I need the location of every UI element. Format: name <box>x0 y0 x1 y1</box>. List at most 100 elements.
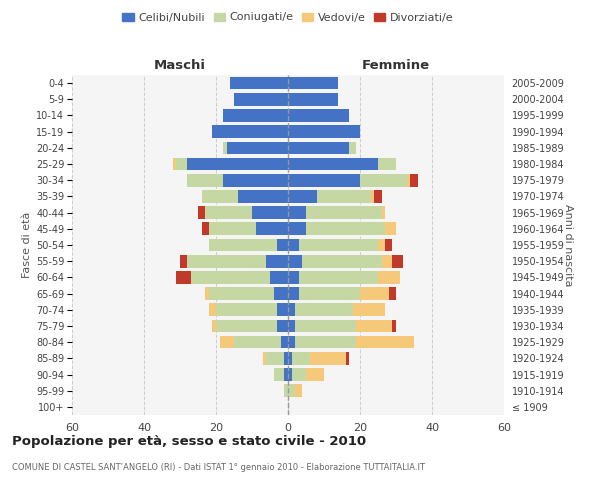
Bar <box>209 288 274 300</box>
Bar <box>389 288 396 300</box>
Bar <box>256 222 288 235</box>
Bar <box>407 174 410 186</box>
Y-axis label: Anni di nascita: Anni di nascita <box>563 204 573 286</box>
Text: Femmine: Femmine <box>362 59 430 72</box>
Bar <box>378 238 385 252</box>
Bar <box>266 255 288 268</box>
Bar <box>382 206 385 219</box>
Bar <box>202 190 238 202</box>
Bar <box>288 336 295 348</box>
Bar <box>288 288 299 300</box>
Bar <box>187 158 288 170</box>
Bar <box>263 352 266 364</box>
Bar <box>299 288 360 300</box>
Bar <box>288 352 292 364</box>
Bar <box>209 222 256 235</box>
Bar <box>284 384 288 397</box>
Y-axis label: Fasce di età: Fasce di età <box>22 212 32 278</box>
Bar <box>227 142 288 154</box>
Bar <box>288 158 378 170</box>
Bar <box>299 271 378 283</box>
Bar <box>277 320 288 332</box>
Bar <box>187 255 266 268</box>
Bar <box>295 320 356 332</box>
Bar <box>205 206 252 219</box>
Bar <box>288 368 292 381</box>
Bar <box>292 352 310 364</box>
Bar <box>220 336 234 348</box>
Bar <box>302 255 382 268</box>
Bar <box>288 77 338 90</box>
Bar <box>274 368 284 381</box>
Bar <box>288 255 302 268</box>
Bar <box>295 304 353 316</box>
Bar <box>317 190 371 202</box>
Bar <box>230 77 288 90</box>
Bar <box>288 304 295 316</box>
Bar <box>378 158 396 170</box>
Bar <box>266 352 284 364</box>
Bar <box>234 93 288 106</box>
Bar <box>306 368 324 381</box>
Bar <box>371 190 374 202</box>
Bar <box>176 271 191 283</box>
Bar <box>187 174 223 186</box>
Bar <box>306 222 385 235</box>
Bar <box>252 206 288 219</box>
Bar <box>216 304 277 316</box>
Bar <box>288 384 295 397</box>
Text: COMUNE DI CASTEL SANT’ANGELO (RI) - Dati ISTAT 1° gennaio 2010 - Elaborazione TU: COMUNE DI CASTEL SANT’ANGELO (RI) - Dati… <box>12 464 425 472</box>
Bar <box>378 271 400 283</box>
Bar <box>180 255 187 268</box>
Bar <box>353 304 385 316</box>
Bar <box>288 142 349 154</box>
Bar <box>277 238 288 252</box>
Bar <box>209 304 216 316</box>
Bar <box>288 174 360 186</box>
Legend: Celibi/Nubili, Coniugati/e, Vedovi/e, Divorziati/e: Celibi/Nubili, Coniugati/e, Vedovi/e, Di… <box>118 8 458 27</box>
Bar <box>349 142 356 154</box>
Bar <box>284 352 288 364</box>
Bar <box>205 288 209 300</box>
Bar <box>295 336 356 348</box>
Bar <box>223 109 288 122</box>
Bar <box>191 271 270 283</box>
Bar <box>288 93 338 106</box>
Bar <box>173 158 176 170</box>
Bar <box>234 336 281 348</box>
Bar <box>288 190 317 202</box>
Bar <box>288 126 360 138</box>
Bar <box>223 174 288 186</box>
Bar <box>288 271 299 283</box>
Bar <box>392 320 396 332</box>
Text: Maschi: Maschi <box>154 59 206 72</box>
Bar <box>223 142 227 154</box>
Text: Popolazione per età, sesso e stato civile - 2010: Popolazione per età, sesso e stato civil… <box>12 434 366 448</box>
Bar <box>238 190 288 202</box>
Bar <box>360 288 389 300</box>
Bar <box>288 206 306 219</box>
Bar <box>284 368 288 381</box>
Bar <box>346 352 349 364</box>
Bar <box>288 238 299 252</box>
Bar <box>216 320 277 332</box>
Bar <box>306 206 382 219</box>
Bar <box>209 238 277 252</box>
Bar <box>295 384 302 397</box>
Bar <box>274 288 288 300</box>
Bar <box>202 222 209 235</box>
Bar <box>288 109 349 122</box>
Bar <box>292 368 306 381</box>
Bar <box>288 320 295 332</box>
Bar <box>356 320 392 332</box>
Bar <box>382 255 392 268</box>
Bar <box>288 222 306 235</box>
Bar <box>270 271 288 283</box>
Bar <box>374 190 382 202</box>
Bar <box>310 352 346 364</box>
Bar <box>176 158 187 170</box>
Bar <box>385 238 392 252</box>
Bar <box>277 304 288 316</box>
Bar <box>212 126 288 138</box>
Bar <box>281 336 288 348</box>
